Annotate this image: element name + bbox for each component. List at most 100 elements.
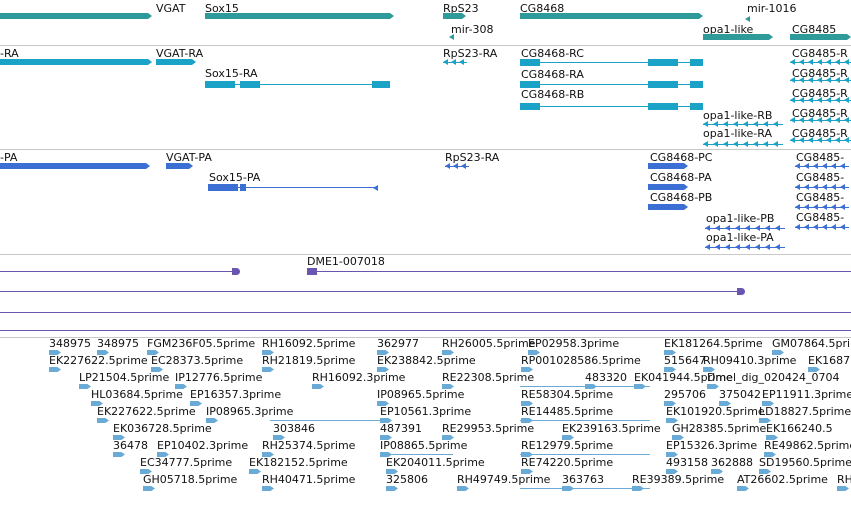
- est-label: EK181264.5prime: [664, 337, 763, 350]
- est-label: EK227622.5prime: [97, 405, 196, 418]
- strand-line: [795, 187, 849, 188]
- est-arrow-icon: [262, 350, 274, 355]
- feature-bar: [0, 59, 152, 65]
- est-arrow-icon: [157, 452, 169, 457]
- feature-bar: [790, 34, 851, 40]
- est-label: IP08965.5prime: [377, 388, 465, 401]
- est-arrow-icon: [151, 367, 163, 372]
- est-label: EK101920.5prime: [666, 405, 765, 418]
- est-label: RH40471.5prime: [262, 473, 356, 486]
- strand-arrow-icon: [373, 185, 378, 191]
- feature-bar: [648, 184, 688, 190]
- intron-line: [520, 62, 703, 63]
- est-arrow-icon: [113, 435, 125, 440]
- est-label: EP10402.3prime: [157, 439, 249, 452]
- est-label: RP001028586.5prime: [521, 354, 641, 367]
- feature-bar: [648, 163, 688, 169]
- exon-block: [240, 81, 260, 88]
- est-label: EP15326.3prime: [666, 439, 758, 452]
- intron-line: [520, 84, 703, 85]
- est-label: 303846: [273, 422, 315, 435]
- est-arrow-icon: [457, 486, 469, 491]
- est-span-line: [520, 420, 650, 421]
- est-label: IP08965.3prime: [206, 405, 294, 418]
- est-label: RH09410.3prime: [703, 354, 797, 367]
- est-arrow-icon: [143, 486, 155, 491]
- est-label: RH25374.5prime: [262, 439, 356, 452]
- feature-bar: [648, 204, 688, 210]
- exon-block: [520, 103, 540, 110]
- est-arrow-icon: [664, 367, 676, 372]
- exon-block: [520, 59, 540, 66]
- est-arrow-icon: [664, 350, 676, 355]
- est-arrow-icon: [113, 452, 125, 457]
- est-label: 362888: [711, 456, 753, 469]
- est-label: FGM236F05.5prime: [147, 337, 256, 350]
- est-arrow-icon: [49, 350, 61, 355]
- est-arrow-icon: [762, 401, 774, 406]
- est-arrow-icon: [262, 452, 274, 457]
- est-label: RE22308.5prime: [442, 371, 535, 384]
- est-arrow-icon: [666, 452, 678, 457]
- exon-block: [690, 81, 703, 88]
- feature-bar: [443, 13, 466, 19]
- strand-line: [790, 120, 851, 121]
- est-arrow-icon: [175, 384, 187, 389]
- est-label: 487391: [380, 422, 422, 435]
- est-label: IP12776.5prime: [175, 371, 263, 384]
- strand-line: [705, 228, 785, 229]
- strand-line: [705, 247, 785, 248]
- feature-bar: [205, 13, 394, 19]
- exon-block: [690, 103, 703, 110]
- est-label: Dmel_dig_020424_0704: [707, 371, 840, 384]
- est-label: 363763: [562, 473, 604, 486]
- exon-block: [648, 103, 678, 110]
- intron-line: [208, 187, 378, 188]
- intron-line: [520, 106, 703, 107]
- exon-block: [307, 268, 317, 275]
- est-arrow-icon: [262, 486, 274, 491]
- strand-arrow-icon: [745, 16, 750, 22]
- est-arrow-icon: [759, 418, 771, 423]
- strand-line: [703, 124, 783, 125]
- est-arrow-icon: [380, 435, 392, 440]
- est-arrow-icon: [521, 367, 533, 372]
- est-arrow-icon: [666, 469, 678, 474]
- est-label: EC28373.5prime: [151, 354, 244, 367]
- est-arrow-icon: [190, 401, 202, 406]
- exon-block: [690, 59, 703, 66]
- feature-bar: [166, 163, 193, 169]
- est-label: EP02958.3prime: [528, 337, 620, 350]
- est-arrow-icon: [672, 435, 684, 440]
- est-span-line: [270, 420, 382, 421]
- est-label: SD19560.5prime: [759, 456, 851, 469]
- est-arrow-icon: [719, 401, 731, 406]
- est-arrow-icon: [808, 367, 820, 372]
- strand-line: [703, 144, 783, 145]
- est-label: RE39389.5prime: [632, 473, 725, 486]
- est-label: RH26005.5prime: [442, 337, 536, 350]
- est-label: EK239163.5prime: [562, 422, 661, 435]
- est-label: 375042: [719, 388, 761, 401]
- strand-line: [790, 140, 851, 141]
- track-divider: [0, 254, 851, 255]
- est-label: 36478: [113, 439, 148, 452]
- est-arrow-icon: [711, 469, 723, 474]
- track-divider: [0, 337, 851, 338]
- est-arrow-icon: [140, 469, 152, 474]
- est-label: LP21504.5prime: [79, 371, 170, 384]
- track-divider: [0, 45, 851, 46]
- est-label: RE29953.5prime: [442, 422, 535, 435]
- est-arrow-icon: [377, 367, 389, 372]
- est-label: 348975: [97, 337, 139, 350]
- est-label: 325806: [386, 473, 428, 486]
- est-arrow-icon: [837, 486, 849, 491]
- est-span-line: [520, 488, 650, 489]
- est-label: EK1687: [808, 354, 851, 367]
- est-label: RE12979.5prime: [521, 439, 614, 452]
- est-label: EP16357.3prime: [190, 388, 282, 401]
- est-arrow-icon: [707, 384, 719, 389]
- est-label: RE49862.5prime: [764, 439, 851, 452]
- est-label: RE74220.5prime: [521, 456, 614, 469]
